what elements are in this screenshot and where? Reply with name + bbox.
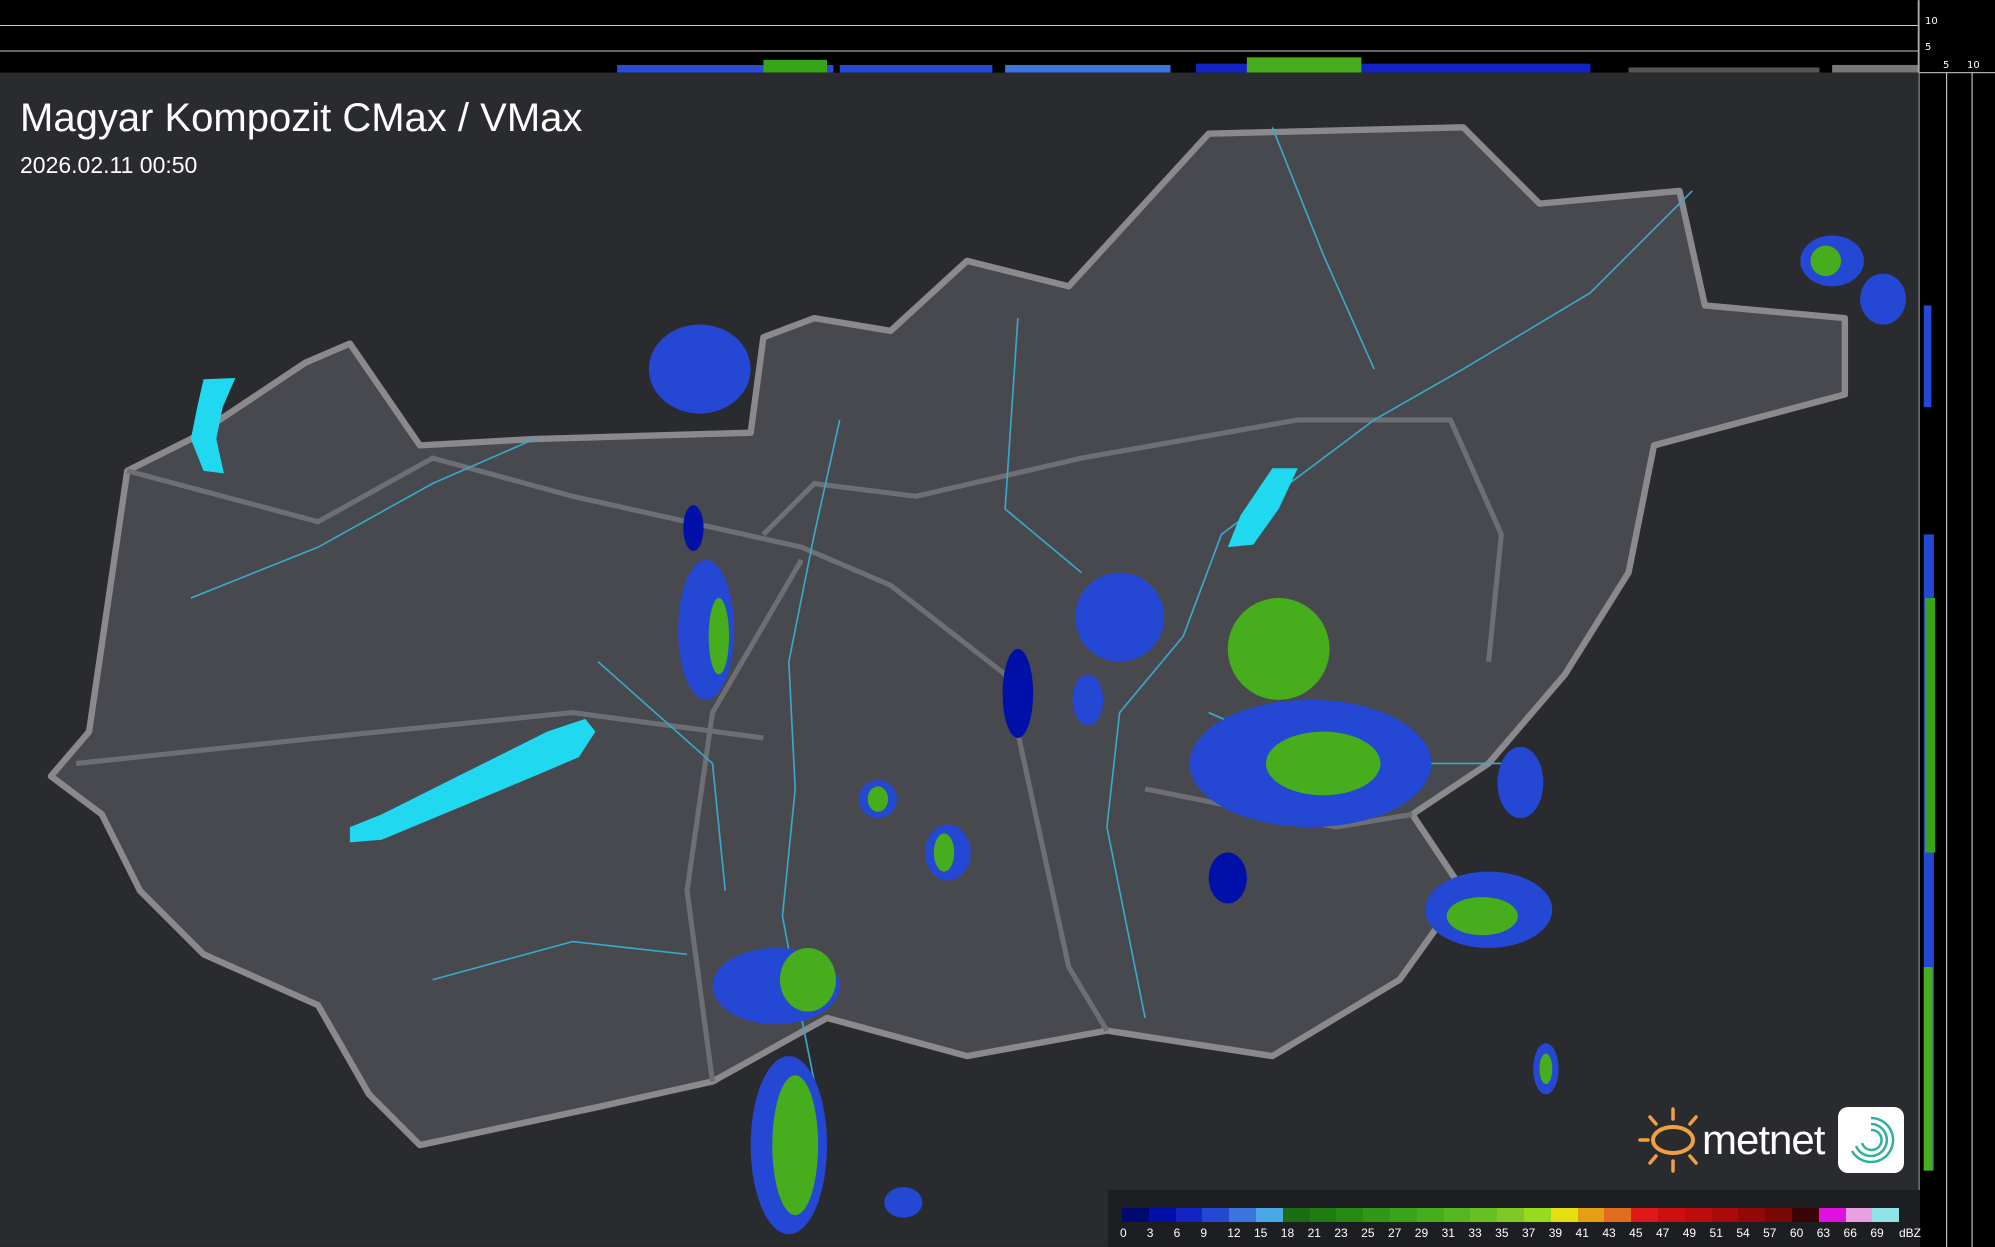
top-axis-tick: 10 xyxy=(1925,16,1938,27)
legend-label: 31 xyxy=(1441,1226,1455,1240)
legend-label: 47 xyxy=(1655,1226,1670,1240)
metnet-logo: metnet xyxy=(1638,1105,1905,1175)
top-axis-tick: 5 xyxy=(1925,42,1932,53)
legend-label: 57 xyxy=(1763,1226,1777,1240)
legend-label: 29 xyxy=(1414,1226,1429,1240)
legend-label: 9 xyxy=(1200,1226,1208,1240)
legend-swatch xyxy=(1550,1208,1578,1222)
legend-swatch xyxy=(1631,1208,1658,1222)
legend-label: 51 xyxy=(1709,1226,1723,1240)
legend-swatch xyxy=(1711,1208,1739,1222)
legend-labels: 0 3 6 9 12 15 18 21 23 25 27 29 31 33 35 37 39 41 43 45 47 49… xyxy=(1120,1226,1899,1240)
right-axis-tick: 5 xyxy=(1943,60,1950,71)
legend-label: 49 xyxy=(1682,1226,1697,1240)
legend-swatch xyxy=(1684,1208,1712,1222)
legend-swatch xyxy=(1765,1208,1792,1222)
legend-label: 37 xyxy=(1521,1226,1536,1240)
legend-label: 6 xyxy=(1173,1226,1181,1240)
legend-swatch xyxy=(1229,1208,1256,1222)
legend-swatch xyxy=(1872,1208,1900,1222)
legend-label: 43 xyxy=(1602,1226,1616,1240)
right-axis-tick: 10 xyxy=(1967,60,1980,71)
legend-label: 63 xyxy=(1816,1226,1831,1240)
legend-swatch xyxy=(1443,1208,1471,1222)
hungary-outline xyxy=(47,124,1849,1149)
legend-label: 23 xyxy=(1334,1226,1348,1240)
legend-label: 45 xyxy=(1629,1226,1643,1240)
legend-label: 21 xyxy=(1307,1226,1321,1240)
legend-swatch xyxy=(1202,1208,1230,1222)
legend-swatch xyxy=(1122,1208,1149,1222)
legend-label: 25 xyxy=(1361,1226,1375,1240)
legend-label: 18 xyxy=(1280,1226,1295,1240)
legend-label: 12 xyxy=(1227,1226,1241,1240)
dbz-legend: 0 3 6 9 12 15 18 21 23 25 27 29 31 33 35 37 39 41 43 45 47 49… xyxy=(1108,1190,1922,1247)
legend-label: 35 xyxy=(1495,1226,1509,1240)
app-icon xyxy=(1838,1107,1905,1173)
legend-color-bar xyxy=(1122,1208,1900,1222)
legend-label: 33 xyxy=(1468,1226,1482,1240)
legend-swatch xyxy=(1336,1208,1364,1222)
sun-icon xyxy=(1638,1107,1698,1173)
legend-label: 54 xyxy=(1736,1226,1750,1240)
legend-swatch xyxy=(1363,1208,1390,1222)
legend-label: 69 xyxy=(1870,1226,1884,1240)
legend-label: 66 xyxy=(1843,1226,1857,1240)
logo-text: metnet xyxy=(1702,1116,1825,1163)
map-timestamp: 2026.02.11 00:50 xyxy=(20,152,198,178)
legend-swatch xyxy=(1389,1208,1417,1222)
legend-label: 39 xyxy=(1548,1226,1563,1240)
map-title: Magyar Kompozit CMax / VMax xyxy=(20,96,583,140)
legend-swatch xyxy=(1738,1208,1766,1222)
legend-swatch xyxy=(1604,1208,1632,1222)
legend-label: 15 xyxy=(1253,1226,1268,1240)
legend-label: 0 xyxy=(1120,1226,1127,1240)
lake-tisza xyxy=(1227,468,1298,548)
legend-swatch xyxy=(1845,1208,1873,1222)
legend-swatch xyxy=(1416,1208,1444,1222)
legend-label: 3 xyxy=(1146,1226,1154,1240)
legend-swatch xyxy=(1148,1208,1176,1222)
legend-swatch xyxy=(1255,1208,1283,1222)
legend-label: 27 xyxy=(1387,1226,1402,1240)
lake-neusiedl xyxy=(190,377,236,474)
legend-swatch xyxy=(1497,1208,1524,1222)
legend-swatch xyxy=(1657,1208,1685,1222)
top-profile-strip xyxy=(0,25,1919,73)
legend-swatch xyxy=(1577,1208,1605,1222)
legend-label: 60 xyxy=(1789,1226,1804,1240)
legend-swatch xyxy=(1175,1208,1203,1222)
legend-swatch xyxy=(1791,1208,1819,1222)
lake-balaton xyxy=(349,718,596,843)
legend-swatch xyxy=(1523,1208,1551,1222)
right-profile-strip xyxy=(1923,72,1973,1247)
legend-label: 41 xyxy=(1575,1226,1589,1240)
legend-swatch xyxy=(1282,1208,1310,1222)
legend-unit: dBZ xyxy=(1899,1226,1922,1240)
radar-echoes xyxy=(648,235,1906,1235)
legend-swatch xyxy=(1309,1208,1337,1222)
legend-swatch xyxy=(1470,1208,1498,1222)
legend-swatch xyxy=(1818,1208,1846,1222)
